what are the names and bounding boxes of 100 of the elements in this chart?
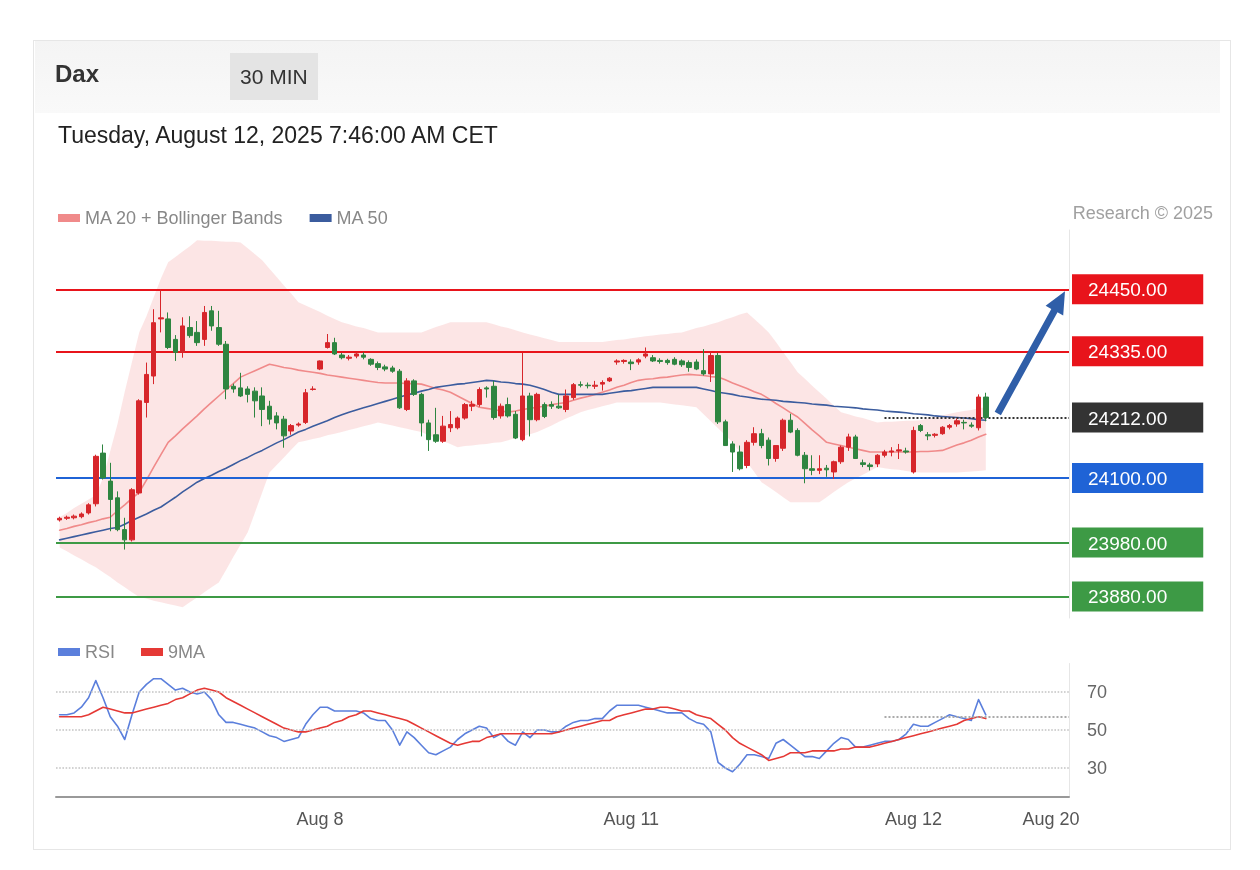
candlestick xyxy=(115,490,120,532)
line-series xyxy=(58,677,987,773)
candlestick xyxy=(759,428,764,449)
candlestick xyxy=(361,351,366,360)
candlestick xyxy=(600,379,605,392)
candlestick xyxy=(585,382,591,389)
legend-label: MA 20 + Bollinger Bands xyxy=(85,208,283,228)
legend-label: MA 50 xyxy=(336,208,388,228)
candlestick xyxy=(93,454,99,507)
candlestick xyxy=(940,425,945,436)
y-tick-label: 23980.00 xyxy=(1088,532,1168,554)
candlestick xyxy=(419,392,424,437)
candlestick xyxy=(534,392,540,422)
candlestick xyxy=(896,443,902,460)
candlestick xyxy=(708,351,714,383)
candlestick xyxy=(527,392,533,437)
candlestick xyxy=(433,407,439,444)
candlestick xyxy=(563,389,569,413)
candlestick xyxy=(932,432,938,438)
text: 30 MIN xyxy=(230,53,318,100)
candlestick xyxy=(556,393,562,410)
candlestick xyxy=(122,517,127,551)
candlestick xyxy=(317,359,323,371)
candlestick xyxy=(766,436,771,466)
candlestick xyxy=(976,393,981,431)
candlestick xyxy=(173,334,178,362)
candlestick xyxy=(723,419,728,447)
candlestick xyxy=(86,502,91,516)
candlestick xyxy=(245,385,250,403)
candlestick xyxy=(209,305,214,332)
candlestick xyxy=(817,454,822,475)
candlestick xyxy=(296,421,301,428)
candlestick xyxy=(578,380,583,388)
candlestick xyxy=(144,362,149,419)
candlestick xyxy=(238,372,243,398)
candlestick xyxy=(411,378,417,397)
candlestick xyxy=(288,423,294,436)
candlestick xyxy=(505,397,511,419)
candlestick xyxy=(303,388,308,425)
text: Research © 2025 xyxy=(1072,203,1213,223)
candlestick xyxy=(404,377,410,412)
candlestick xyxy=(267,400,272,426)
y-tick-label: 30 xyxy=(1087,758,1108,778)
candlestick xyxy=(310,385,316,392)
candlestick xyxy=(824,464,829,478)
candlestick xyxy=(643,346,648,359)
candlestick xyxy=(440,415,446,444)
candlestick xyxy=(549,400,554,410)
y-tick-label: 24212.00 xyxy=(1088,407,1168,429)
candlestick xyxy=(491,380,497,421)
candlestick xyxy=(918,423,923,433)
candlestick xyxy=(947,423,952,430)
candlestick xyxy=(57,516,62,523)
y-tick-label: 50 xyxy=(1087,720,1108,740)
candlestick xyxy=(180,316,185,359)
x-tick-label: Aug 20 xyxy=(1022,808,1080,829)
candlestick xyxy=(636,357,641,366)
legend-label: 9MA xyxy=(168,642,206,662)
candlestick xyxy=(332,337,337,356)
candlestick xyxy=(846,433,851,452)
y-tick-label: 70 xyxy=(1087,682,1108,702)
candlestick xyxy=(961,419,967,430)
candlestick xyxy=(954,418,960,428)
chart-subtitle: Tuesday, August 12, 2025 7:46:00 AM CET xyxy=(58,122,498,149)
candlestick xyxy=(231,383,236,394)
x-tick-label: Aug 8 xyxy=(296,808,344,829)
candlestick xyxy=(202,305,207,347)
candlestick xyxy=(903,447,909,455)
y-tick-label: 23880.00 xyxy=(1088,586,1168,608)
candlestick xyxy=(426,419,431,452)
candlestick xyxy=(730,440,735,473)
x-tick-label: Aug 11 xyxy=(603,808,660,829)
candlestick xyxy=(354,351,359,359)
candlestick xyxy=(100,443,106,481)
candlestick xyxy=(853,434,858,460)
line-series xyxy=(58,687,987,762)
candlestick xyxy=(628,358,634,371)
candlestick xyxy=(520,352,525,442)
candlestick xyxy=(448,410,453,433)
candlestick xyxy=(592,380,598,390)
candlestick xyxy=(694,358,699,371)
candlestick xyxy=(151,308,156,385)
candlestick xyxy=(346,354,352,361)
candlestick xyxy=(158,288,164,333)
candlestick xyxy=(701,348,706,376)
candlestick xyxy=(969,421,974,429)
y-tick-label: 24450.00 xyxy=(1088,279,1168,301)
candlestick xyxy=(281,415,287,449)
candlestick xyxy=(788,413,793,434)
legend-label: RSI xyxy=(85,642,116,662)
candlestick xyxy=(911,426,916,475)
candlestick xyxy=(339,352,345,360)
candlestick xyxy=(108,462,113,532)
candlestick xyxy=(397,368,402,410)
candlestick xyxy=(875,453,880,468)
chart-title: Dax xyxy=(55,60,100,88)
candlestick xyxy=(737,445,743,471)
y-tick-label: 24100.00 xyxy=(1088,467,1168,489)
candlestick xyxy=(571,382,576,401)
candlestick xyxy=(672,356,677,366)
